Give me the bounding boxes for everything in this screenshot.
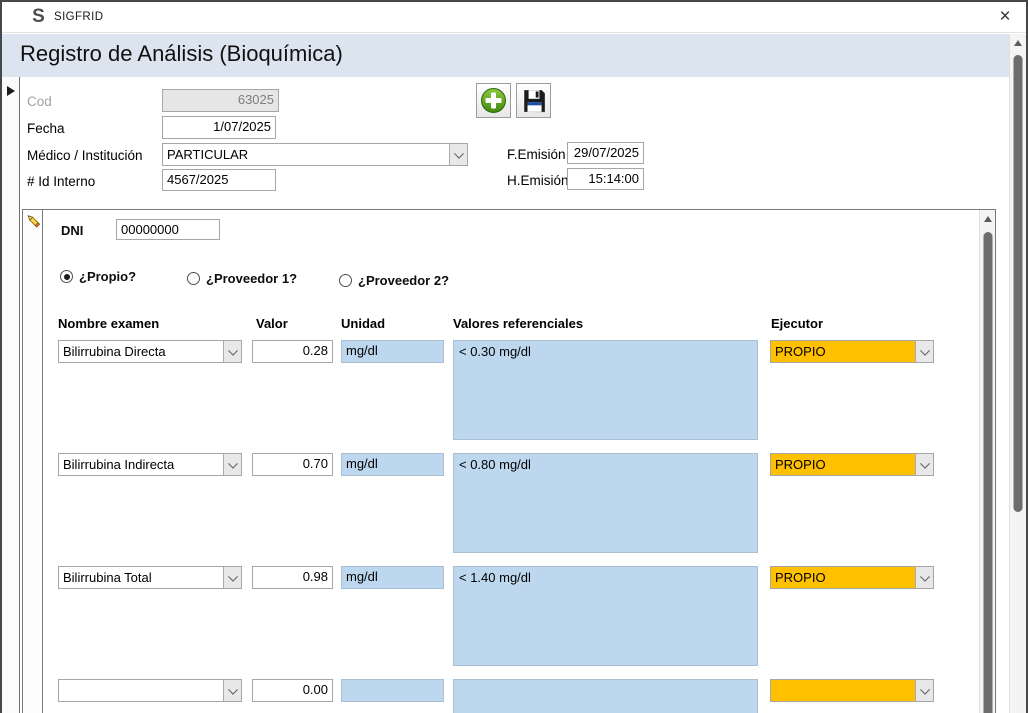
radio-propio[interactable] (60, 270, 73, 283)
id-interno-field[interactable]: 4567/2025 (162, 169, 276, 191)
ejecutor-dropdown-button[interactable] (915, 341, 933, 362)
fecha-label: Fecha (27, 121, 65, 136)
radio-proveedor1[interactable] (187, 272, 200, 285)
editing-pencil-icon (27, 215, 40, 228)
exam-name-dropdown-button[interactable] (223, 680, 241, 701)
chevron-down-icon (227, 458, 238, 469)
chevron-down-icon (919, 684, 930, 695)
unidad-field: mg/dl (341, 453, 444, 476)
cod-field: 63025 (162, 89, 279, 112)
title-bar: S SIGFRID × (2, 2, 1026, 33)
valor-field[interactable]: 0.98 (252, 566, 333, 589)
scroll-up-icon[interactable] (980, 210, 995, 227)
exam-name-dropdown-button[interactable] (223, 341, 241, 362)
valor-field[interactable]: 0.00 (252, 679, 333, 702)
analysis-subform: DNI 00000000 ¿Propio? ¿Proveedor 1? ¿Pro… (22, 209, 996, 713)
record-selector-subform[interactable] (23, 210, 43, 713)
ejecutor-value: PROPIO (775, 344, 826, 359)
chevron-down-icon (227, 345, 238, 356)
page-title: Registro de Análisis (Bioquímica) (20, 41, 343, 66)
chevron-down-icon (453, 148, 464, 159)
exam-name-combobox[interactable] (58, 679, 242, 702)
medico-label: Médico / Institución (27, 148, 143, 163)
medico-value: PARTICULAR (167, 147, 249, 162)
record-selector-main[interactable] (2, 77, 20, 713)
app-logo-icon: S (32, 6, 45, 27)
chevron-down-icon (227, 571, 238, 582)
chevron-down-icon (919, 458, 930, 469)
scroll-up-icon[interactable] (1010, 34, 1026, 51)
radio-propio-label: ¿Propio? (79, 269, 137, 284)
exam-name-dropdown-button[interactable] (223, 567, 241, 588)
exam-name-combobox[interactable]: Bilirrubina Total (58, 566, 242, 589)
add-record-button[interactable] (476, 83, 511, 118)
exam-name-value: Bilirrubina Indirecta (63, 457, 175, 472)
column-header-unidad: Unidad (341, 316, 386, 331)
cod-label: Cod (27, 94, 52, 109)
main-scrollbar[interactable] (1009, 34, 1026, 713)
dni-label: DNI (61, 223, 84, 238)
chevron-down-icon (919, 345, 930, 356)
unidad-field: mg/dl (341, 340, 444, 363)
ejecutor-dropdown-button[interactable] (915, 567, 933, 588)
dni-field[interactable]: 00000000 (116, 219, 220, 240)
valores-referenciales-field: < 0.30 mg/dl (453, 340, 758, 440)
exam-name-dropdown-button[interactable] (223, 454, 241, 475)
ejecutor-combobox[interactable] (770, 679, 934, 702)
column-header-nombre: Nombre examen (58, 316, 160, 331)
chevron-down-icon (227, 684, 238, 695)
f-emision-label: F.Emisión (507, 147, 566, 162)
f-emision-field[interactable]: 29/07/2025 (567, 142, 644, 164)
chevron-down-icon (919, 571, 930, 582)
column-header-valor: Valor (256, 316, 288, 331)
valor-field[interactable]: 0.28 (252, 340, 333, 363)
ejecutor-value: PROPIO (775, 457, 826, 472)
unidad-field: mg/dl (341, 566, 444, 589)
form-header-band: Registro de Análisis (Bioquímica) (2, 34, 1026, 77)
exam-name-combobox[interactable]: Bilirrubina Directa (58, 340, 242, 363)
h-emision-label: H.Emisión (507, 173, 569, 188)
exam-name-value: Bilirrubina Total (63, 570, 152, 585)
radio-proveedor1-label: ¿Proveedor 1? (206, 271, 298, 286)
save-floppy-icon (523, 89, 546, 113)
radio-proveedor2[interactable] (339, 274, 352, 287)
valores-referenciales-field: < 1.40 mg/dl (453, 566, 758, 666)
ejecutor-combobox[interactable]: PROPIO (770, 340, 934, 363)
ejecutor-combobox[interactable]: PROPIO (770, 453, 934, 476)
ejecutor-dropdown-button[interactable] (915, 454, 933, 475)
medico-combobox[interactable]: PARTICULAR (162, 143, 468, 166)
column-header-ejecutor: Ejecutor (771, 316, 824, 331)
main-scrollbar-thumb[interactable] (1013, 55, 1023, 512)
subform-scrollbar-thumb[interactable] (983, 232, 993, 713)
plus-circle-icon (481, 88, 506, 113)
ejecutor-combobox[interactable]: PROPIO (770, 566, 934, 589)
current-record-arrow-icon (7, 86, 15, 96)
column-header-referenciales: Valores referenciales (453, 316, 584, 331)
valores-referenciales-field: < 0.80 mg/dl (453, 453, 758, 553)
ejecutor-dropdown-button[interactable] (915, 680, 933, 701)
close-icon[interactable]: × (999, 6, 1011, 27)
radio-proveedor2-label: ¿Proveedor 2? (358, 273, 450, 288)
exam-name-combobox[interactable]: Bilirrubina Indirecta (58, 453, 242, 476)
fecha-field[interactable]: 1/07/2025 (162, 116, 276, 139)
app-title: SIGFRID (54, 11, 104, 23)
save-record-button[interactable] (516, 83, 551, 118)
valores-referenciales-field (453, 679, 758, 713)
h-emision-field[interactable]: 15:14:00 (567, 168, 644, 190)
valor-field[interactable]: 0.70 (252, 453, 333, 476)
exam-name-value: Bilirrubina Directa (63, 344, 166, 359)
id-interno-label: # Id Interno (27, 174, 96, 189)
medico-dropdown-button[interactable] (449, 144, 467, 165)
subform-scrollbar[interactable] (979, 210, 995, 713)
ejecutor-value: PROPIO (775, 570, 826, 585)
unidad-field (341, 679, 444, 702)
